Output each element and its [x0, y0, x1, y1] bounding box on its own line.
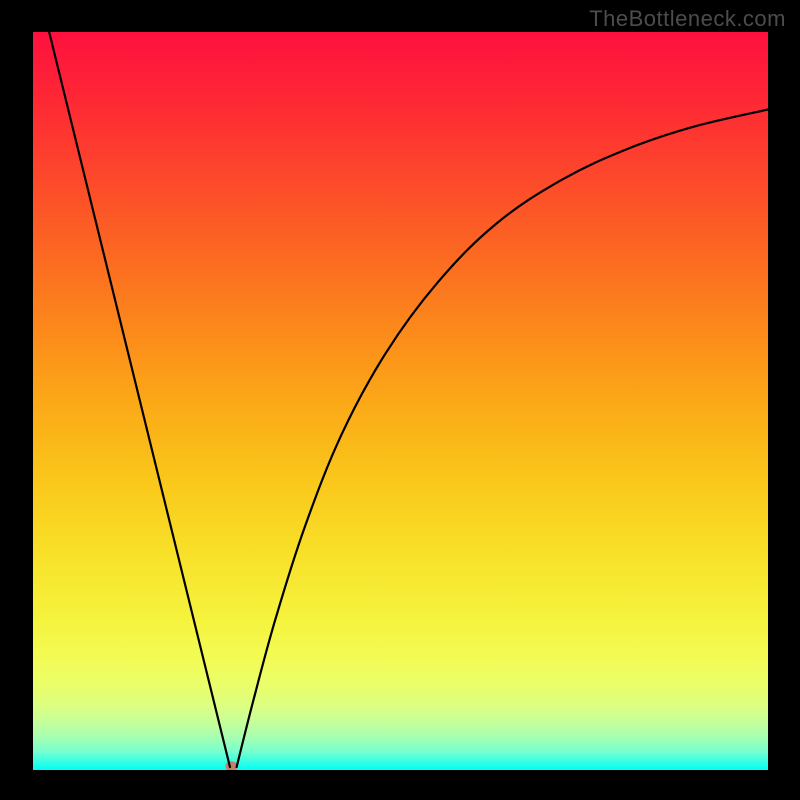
plot-area — [33, 32, 768, 770]
chart-container: TheBottleneck.com — [0, 0, 800, 800]
chart-svg — [33, 32, 768, 770]
gradient-background — [33, 32, 768, 770]
watermark-label: TheBottleneck.com — [589, 6, 786, 32]
